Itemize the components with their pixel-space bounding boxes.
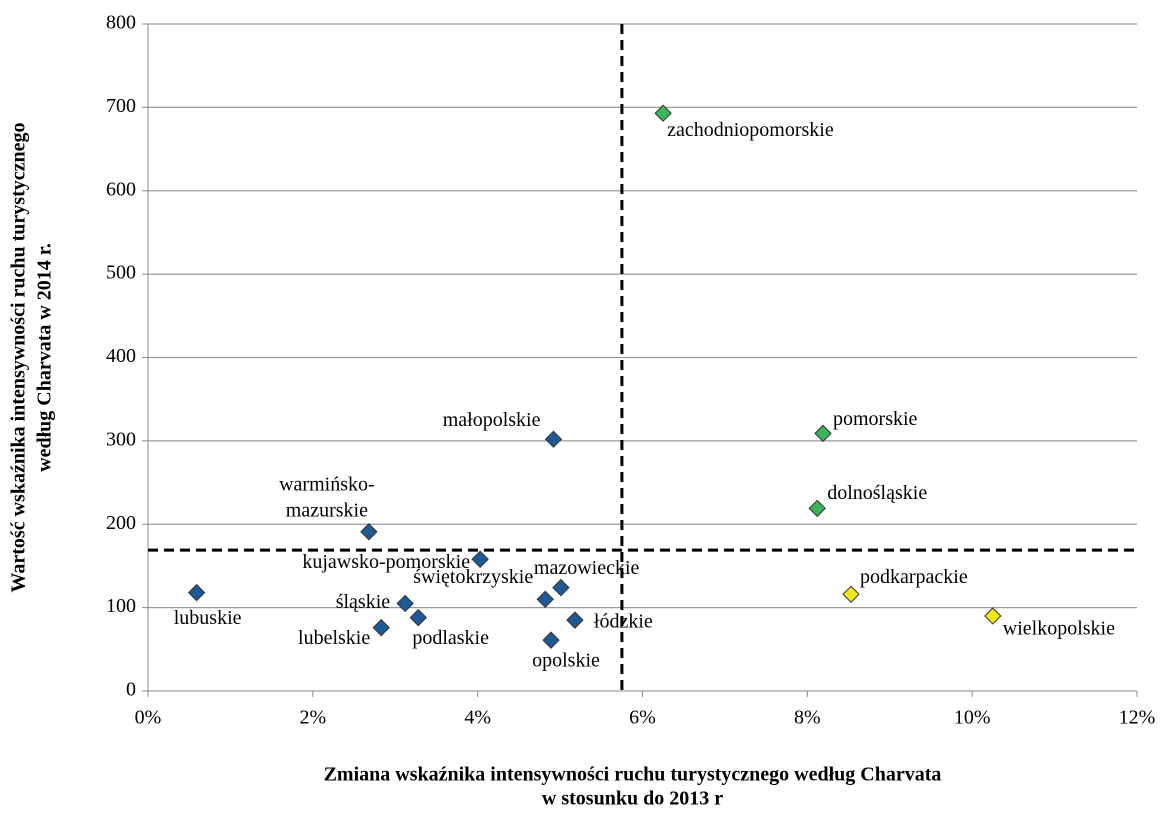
x-tick-label: 4% [464,707,491,729]
point [187,583,206,602]
y-axis-title: według Charvata w 2014 r. [34,243,56,472]
point-label: wielkopolskie [1003,618,1115,640]
point-label: podlaskie [412,627,489,649]
y-tick-label: 100 [106,595,136,617]
point-label: warmińsko- [279,473,375,495]
point-label: świętokrzyskie [413,566,533,588]
point [654,104,672,122]
y-tick-label: 0 [126,679,136,701]
point [542,631,560,649]
x-tick-label: 12% [1119,707,1156,729]
point-label: śląskie [336,591,391,613]
point [808,499,826,518]
point-label: pomorskie [833,408,918,430]
point-label: podkarpackie [860,566,968,588]
point [842,585,860,603]
x-tick-label: 10% [954,707,991,729]
x-tick-label: 8% [794,707,821,729]
point [544,430,563,448]
point-label: lubuskie [174,607,242,629]
point [984,607,1002,625]
point [372,618,390,637]
point [396,594,414,613]
point [566,611,584,629]
y-tick-label: 700 [106,95,136,117]
point-label: dolnośląskie [827,482,927,504]
point-label: zachodniopomorskie [667,119,834,141]
y-tick-label: 300 [106,428,136,450]
point [814,424,832,443]
point-label: opolskie [532,650,600,672]
point [471,550,489,568]
point [536,590,554,608]
point-label: lubelskie [298,627,370,649]
y-tick-label: 400 [106,345,136,367]
point-label: mazowieckie [534,557,640,579]
x-tick-label: 6% [629,707,656,729]
y-tick-label: 600 [106,178,136,200]
point-label: kujawsko-pomorskie [302,551,470,573]
x-tick-label: 2% [299,707,326,729]
x-axis-title: Zmiana wskaźnika intensywności ruchu tur… [324,764,942,786]
x-tick-label: 0% [135,707,162,729]
point-label: mazurskie [286,499,368,521]
point-label: małopolskie [443,409,541,431]
y-axis-title: Wartość wskaźnika intensywności ruchu tu… [8,122,30,592]
point [360,523,378,541]
point-label: łódzkie [594,611,653,633]
y-tick-label: 500 [106,262,136,284]
point [552,578,570,597]
point [409,608,428,627]
x-axis-title: w stosunku do 2013 r [542,788,723,810]
y-tick-label: 200 [106,512,136,534]
y-tick-label: 800 [106,12,136,34]
